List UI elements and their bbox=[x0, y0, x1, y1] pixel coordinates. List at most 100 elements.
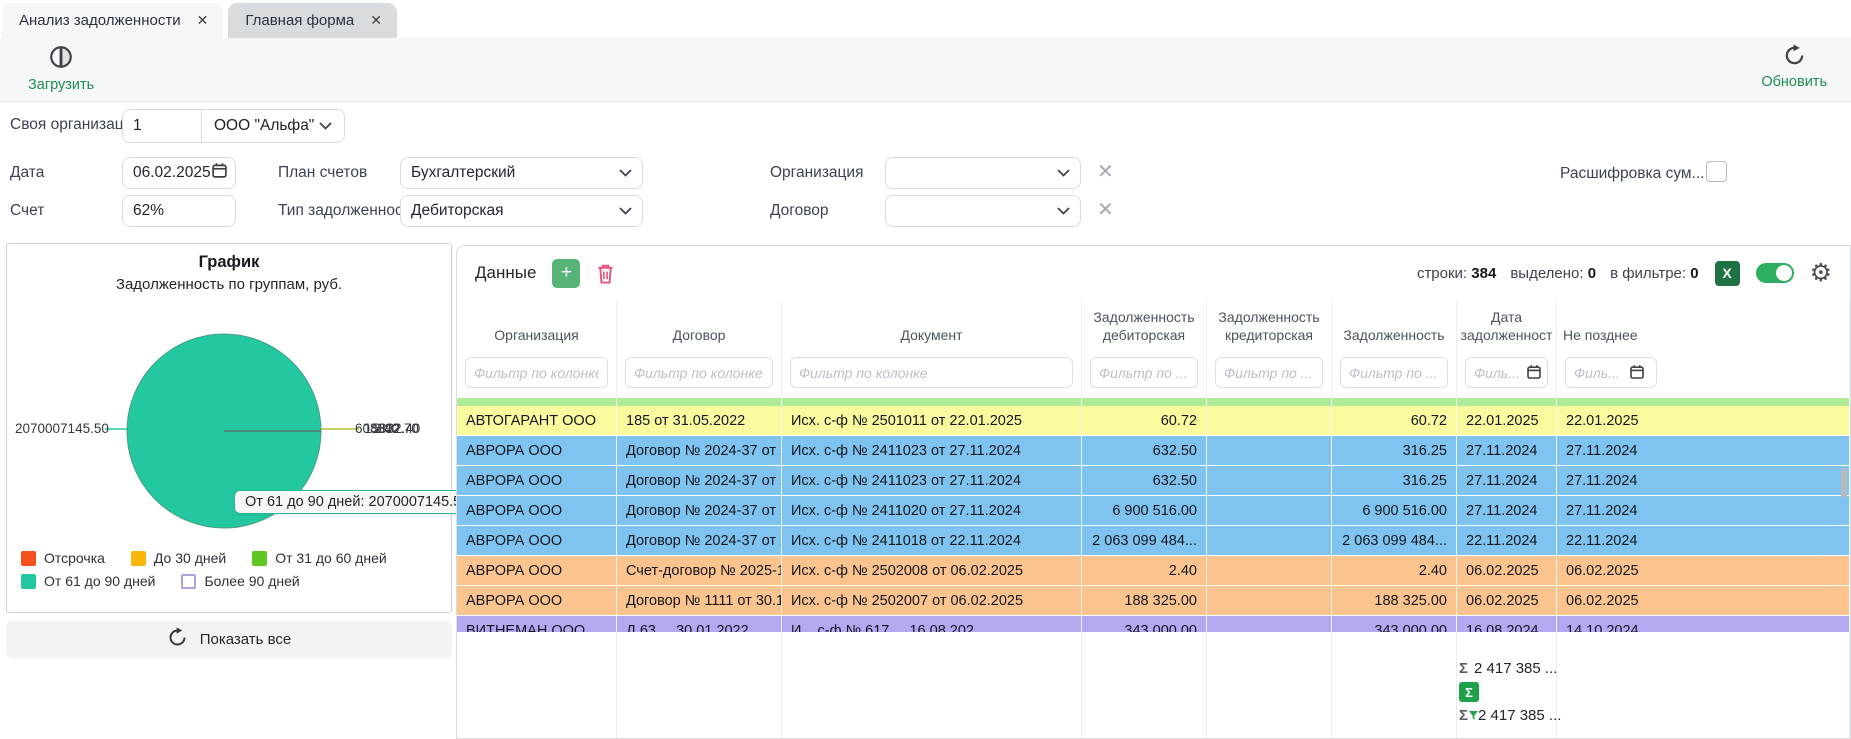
delete-row-button[interactable] bbox=[596, 263, 615, 284]
column-filter-input[interactable] bbox=[1340, 357, 1448, 388]
legend-item[interactable]: От 61 до 90 дней bbox=[21, 573, 155, 589]
table-cell: 27.11.2024 bbox=[1557, 496, 1850, 525]
table-cell: Договор № 2024-37 от 2... bbox=[617, 436, 782, 465]
table-row[interactable]: АВРОРА ОООДоговор № 2024-37 от 2...Исх. … bbox=[457, 436, 1850, 466]
debt-type-select[interactable]: Дебиторская bbox=[400, 195, 643, 227]
table-row[interactable]: АВРОРА ОООДоговор № 2024-37 от 2...Исх. … bbox=[457, 526, 1850, 556]
filtered-count-value: 0 bbox=[1690, 265, 1698, 282]
column-filter-input[interactable] bbox=[625, 357, 773, 388]
column-header[interactable]: Задолженность дебиторская bbox=[1082, 300, 1207, 350]
date-input[interactable]: 06.02.2025 bbox=[122, 157, 236, 189]
table-cell bbox=[1207, 556, 1332, 585]
table-cell: 27.11.2024 bbox=[1557, 436, 1850, 465]
legend-label: От 61 до 90 дней bbox=[44, 573, 155, 589]
table-cell: 27.11.2024 bbox=[1457, 496, 1557, 525]
legend-item[interactable]: От 31 до 60 дней bbox=[252, 550, 386, 566]
load-button[interactable]: Загрузить bbox=[28, 44, 94, 93]
column-header[interactable]: Не позднее bbox=[1557, 300, 1850, 350]
show-all-label: Показать все bbox=[200, 631, 292, 648]
chevron-down-icon bbox=[619, 164, 632, 182]
table-cell: 343 000.00 bbox=[1332, 616, 1457, 632]
table-cell: АВРОРА ООО bbox=[457, 436, 617, 465]
filter-cell bbox=[457, 350, 617, 398]
debt-analysis-app: Анализ задолженности ✕ Главная форма ✕ З… bbox=[0, 0, 1851, 739]
account-input[interactable]: 62% bbox=[122, 195, 236, 227]
table-cell: Договор № 2024-37 от 2... bbox=[617, 466, 782, 495]
table-cell: 06.02.2025 bbox=[1457, 556, 1557, 585]
column-filter-input[interactable] bbox=[1215, 357, 1323, 388]
amount-breakdown-checkbox[interactable] bbox=[1706, 161, 1727, 182]
table-cell: 27.11.2024 bbox=[1557, 466, 1850, 495]
table-cell: 22.11.2024 bbox=[1557, 526, 1850, 555]
table-row[interactable]: АВРОРА ОООДоговор № 2024-37 от 2...Исх. … bbox=[457, 496, 1850, 526]
contract-clear-icon[interactable]: ✕ bbox=[1097, 200, 1114, 220]
table-cell: Договор № 1111 от 30.1... bbox=[617, 586, 782, 615]
chart-of-accounts-select[interactable]: Бухгалтерский bbox=[400, 157, 643, 189]
table-cell: 06.02.2025 bbox=[1457, 586, 1557, 615]
column-filter-input[interactable] bbox=[465, 357, 608, 388]
add-row-button[interactable]: + bbox=[552, 259, 580, 288]
table-cell bbox=[1207, 526, 1332, 555]
close-icon[interactable]: ✕ bbox=[197, 12, 209, 29]
column-filter-input[interactable] bbox=[1090, 357, 1198, 388]
sigma-icon: Σ bbox=[1459, 660, 1468, 677]
chevron-down-icon bbox=[1057, 164, 1070, 182]
table-cell: 22.01.2025 bbox=[1457, 406, 1557, 435]
table-cell: 2 063 099 484... bbox=[1332, 526, 1457, 555]
show-all-button[interactable]: Показать все bbox=[6, 621, 452, 658]
tab-debt-analysis[interactable]: Анализ задолженности ✕ bbox=[2, 3, 223, 38]
table-cell: АВРОРА ООО bbox=[457, 466, 617, 495]
refresh-button[interactable]: Обновить bbox=[1761, 44, 1827, 90]
column-header[interactable]: Договор bbox=[617, 300, 782, 350]
debt-type-label: Тип задолженности bbox=[278, 202, 418, 220]
table-row[interactable]: АВРОРА ОООДоговор № 1111 от 30.1...Исх. … bbox=[457, 586, 1850, 616]
table-cell: 6 900 516.00 bbox=[1082, 496, 1207, 525]
table-cell: АВРОРА ООО bbox=[457, 556, 617, 585]
legend-item[interactable]: Более 90 дней bbox=[181, 573, 299, 589]
calendar-icon[interactable] bbox=[1526, 364, 1542, 380]
column-header[interactable]: Задолженность bbox=[1332, 300, 1457, 350]
table-cell: АВТОГАРАНТ ООО bbox=[457, 406, 617, 435]
partially-scrolled-row[interactable] bbox=[457, 398, 1850, 406]
table-cell: Договор № 2024-37 от 2... bbox=[617, 526, 782, 555]
own-org-code-input[interactable]: 1 bbox=[123, 110, 202, 142]
gear-icon[interactable]: ⚙ bbox=[1810, 261, 1832, 286]
table-row[interactable]: АВРОРА ОООСчет-договор № 2025-1 ...Исх. … bbox=[457, 556, 1850, 586]
toolbar bbox=[0, 38, 1851, 102]
calendar-icon[interactable] bbox=[1629, 364, 1645, 380]
tab-main-form[interactable]: Главная форма ✕ bbox=[228, 3, 397, 38]
column-header[interactable]: Задолженность кредиторская bbox=[1207, 300, 1332, 350]
legend-item[interactable]: До 30 дней bbox=[131, 550, 226, 566]
excel-export-button[interactable]: X bbox=[1715, 261, 1740, 286]
own-org-select[interactable]: ООО "Альфа" bbox=[202, 110, 344, 142]
column-header[interactable]: Организация bbox=[457, 300, 617, 350]
table-row[interactable]: АВТОГАРАНТ ООО185 от 31.05.2022Исх. с-ф … bbox=[457, 406, 1850, 436]
column-header[interactable]: Документ bbox=[782, 300, 1082, 350]
column-header[interactable]: Дата задолженност bbox=[1457, 300, 1557, 350]
table-cell: 27.11.2024 bbox=[1457, 436, 1557, 465]
table-cell: Исх. с-ф № 2411020 от 27.11.2024 bbox=[782, 496, 1082, 525]
contract-select[interactable] bbox=[885, 195, 1081, 227]
legend-swatch bbox=[131, 551, 146, 566]
vertical-scrollbar[interactable] bbox=[1841, 468, 1847, 498]
table-cell bbox=[1207, 496, 1332, 525]
table-cell: И... с-ф № 617 ... 16.08.202... bbox=[782, 616, 1082, 632]
table-row[interactable]: АВРОРА ОООДоговор № 2024-37 от 2...Исх. … bbox=[457, 466, 1850, 496]
filter-cell bbox=[1557, 350, 1850, 398]
close-icon[interactable]: ✕ bbox=[370, 12, 382, 29]
table-column-headers: ОрганизацияДоговорДокументЗадолженность … bbox=[457, 300, 1850, 350]
calendar-icon[interactable] bbox=[211, 162, 228, 184]
legend-swatch bbox=[252, 551, 267, 566]
color-mode-toggle[interactable] bbox=[1756, 263, 1794, 283]
column-filter-input[interactable] bbox=[790, 357, 1073, 388]
organization-clear-icon[interactable]: ✕ bbox=[1097, 162, 1114, 182]
table-row[interactable]: ВИТНЕМАН ОООД 63 ... 30.01.2022И... с-ф … bbox=[457, 616, 1850, 632]
selected-count-value: 0 bbox=[1588, 265, 1596, 282]
table-cell: Исх. с-ф № 2411018 от 22.11.2024 bbox=[782, 526, 1082, 555]
legend-item[interactable]: Отсрочка bbox=[21, 550, 105, 566]
legend-label: До 30 дней bbox=[154, 550, 226, 566]
filter-cell bbox=[617, 350, 782, 398]
tab-label: Анализ задолженности bbox=[19, 12, 181, 29]
organization-select[interactable] bbox=[885, 157, 1081, 189]
sum-button[interactable]: Σ bbox=[1459, 682, 1479, 702]
